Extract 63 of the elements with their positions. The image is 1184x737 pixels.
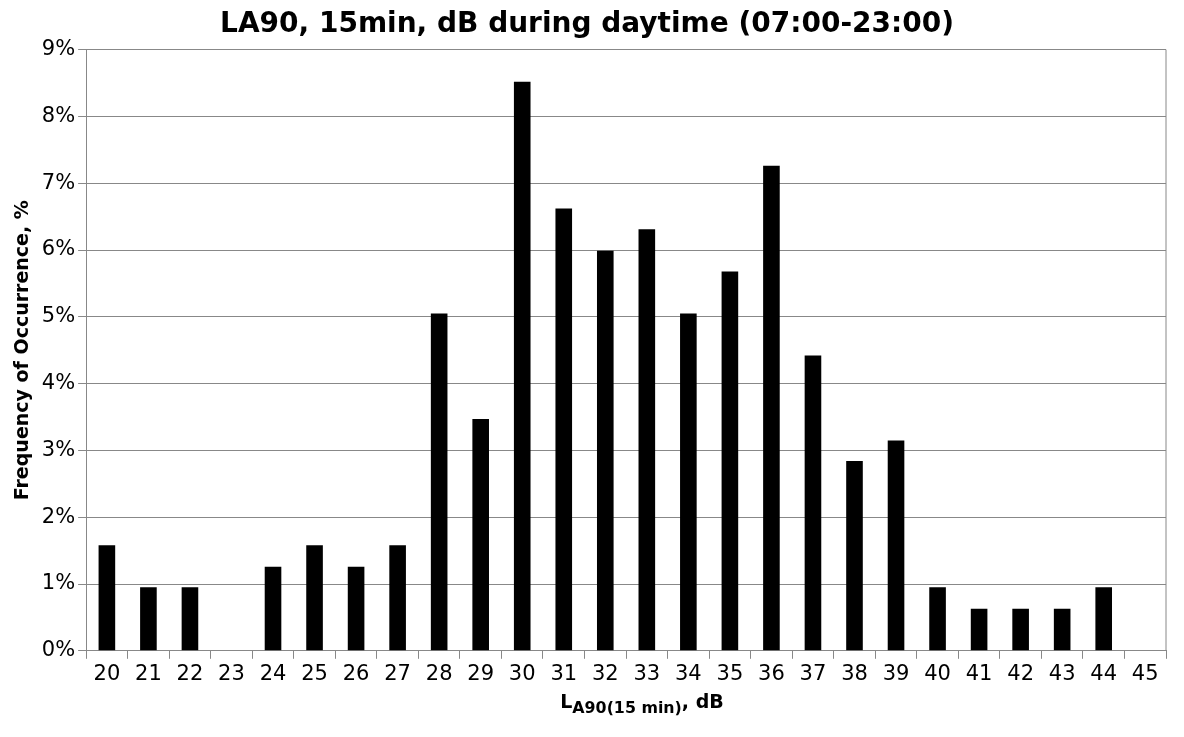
x-tick-label: 28 [425, 660, 453, 685]
x-tick-label: 29 [467, 660, 495, 685]
bar [680, 313, 697, 651]
x-tick-label: 33 [633, 660, 661, 685]
y-tick-label: 1% [41, 570, 76, 595]
bar [1095, 587, 1113, 651]
x-tick-label: 45 [1131, 660, 1159, 685]
x-tick-label: 21 [135, 660, 162, 685]
y-axis-title: Frequency of Occurrence, % [10, 200, 33, 501]
x-tick-label: 41 [965, 660, 993, 685]
bar [306, 545, 323, 651]
bar [472, 419, 489, 651]
y-tick-label: 5% [41, 303, 76, 328]
bar [887, 440, 905, 651]
x-tick-label: 36 [758, 660, 785, 685]
bar [970, 608, 988, 651]
bar [389, 545, 406, 651]
x-tick-label: 37 [799, 660, 827, 685]
x-tick-label: 34 [674, 660, 702, 685]
x-tick-label: 43 [1048, 660, 1076, 685]
x-tick-label: 44 [1090, 660, 1118, 685]
bar [1053, 608, 1071, 651]
bar [721, 271, 739, 651]
y-tick-label: 0% [41, 637, 76, 662]
x-tick-label: 23 [218, 660, 245, 685]
y-tick-label: 4% [41, 370, 76, 395]
bar [264, 566, 282, 651]
y-tick-label: 7% [41, 169, 76, 194]
x-tick-label: 22 [176, 660, 204, 685]
x-tick-label: 35 [716, 660, 744, 685]
bar [596, 250, 614, 651]
x-tick-label: 30 [508, 660, 536, 685]
x-tick-label: 40 [924, 660, 951, 685]
x-axis-title: L$_{A90(15 min)}$, dB [559, 690, 725, 717]
bar [638, 229, 656, 651]
y-tick-label: 6% [41, 236, 76, 261]
x-tick-label: 42 [1007, 660, 1034, 685]
x-tick-label: 26 [342, 660, 370, 685]
x-tick-label: 31 [550, 660, 578, 685]
x-tick-label: 27 [384, 660, 411, 685]
y-tick-label: 8% [41, 102, 76, 127]
x-tick-label: 24 [259, 660, 287, 685]
chart-title: LA90, 15min, dB during daytime (07:00-23:00) [220, 6, 954, 40]
bar [98, 545, 116, 651]
x-tick-label: 32 [591, 660, 619, 685]
y-tick-label: 3% [41, 436, 76, 461]
bar [140, 587, 157, 651]
x-tick-label: 20 [93, 660, 121, 685]
bar [555, 208, 573, 651]
bar [763, 165, 780, 651]
bar [347, 566, 365, 651]
x-tick-label: 38 [841, 660, 868, 685]
x-tick-label: 39 [882, 660, 910, 685]
x-tick-label: 25 [301, 660, 328, 685]
bar [929, 587, 946, 651]
bar [1012, 608, 1029, 651]
bar [804, 355, 822, 651]
bar [430, 313, 448, 651]
bar [181, 587, 199, 651]
y-tick-label: 2% [41, 503, 76, 528]
bar [846, 461, 863, 651]
y-tick-label: 9% [41, 36, 76, 61]
bar [513, 81, 531, 651]
